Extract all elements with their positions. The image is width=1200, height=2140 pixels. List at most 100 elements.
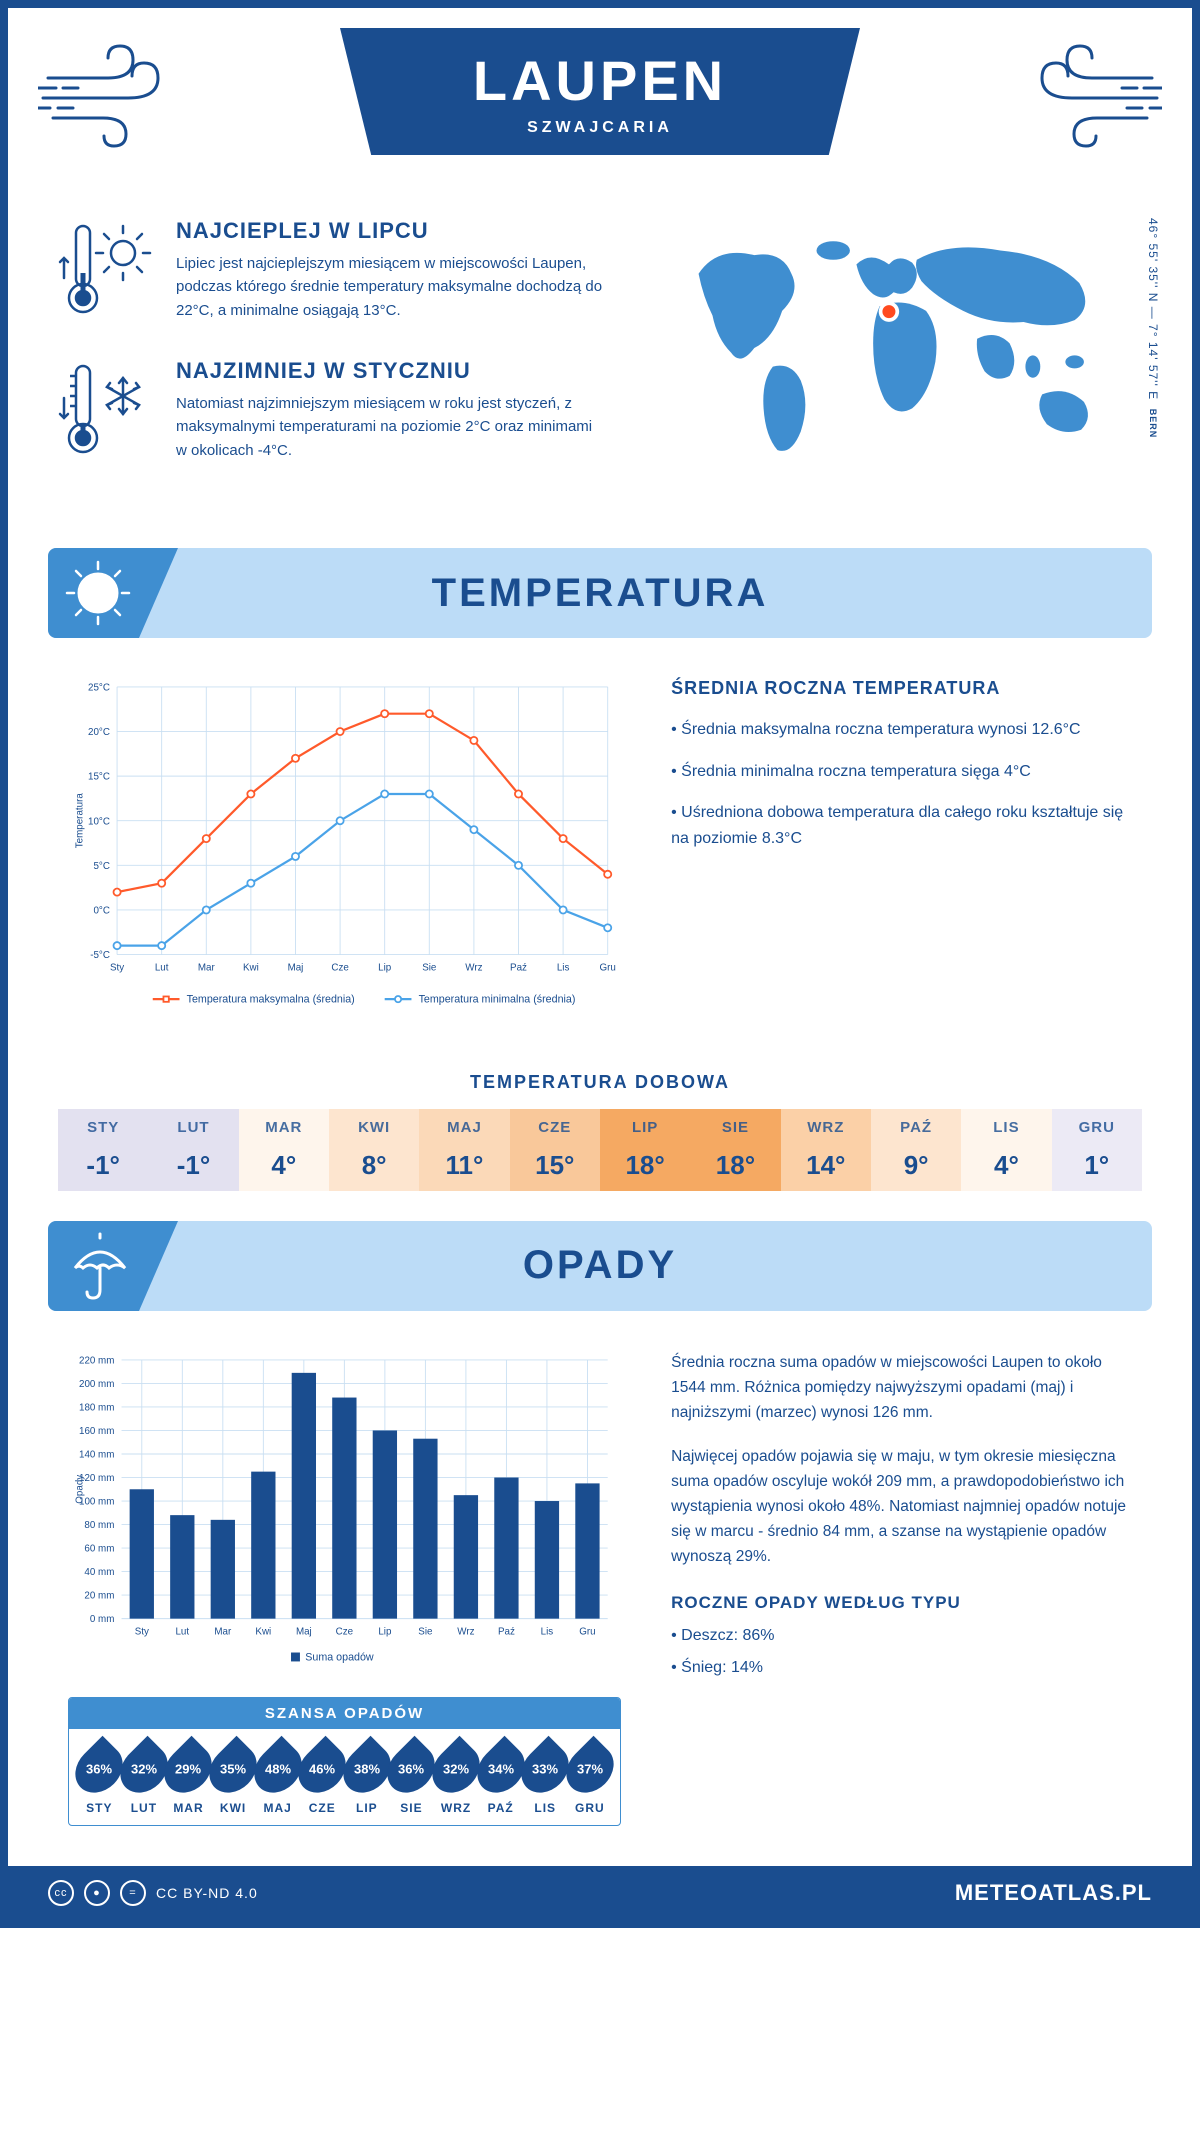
- chance-cell: 32%LUT: [122, 1743, 167, 1815]
- warmest-text: Lipiec jest najcieplejszym miesiącem w m…: [176, 252, 605, 322]
- header-banner: LAUPEN SZWAJCARIA: [340, 28, 860, 155]
- chance-cell: 33%LIS: [523, 1743, 568, 1815]
- svg-text:Mar: Mar: [198, 963, 216, 974]
- svg-text:Lut: Lut: [175, 1627, 189, 1638]
- temp-stat-3: • Uśredniona dobowa temperatura dla całe…: [671, 800, 1132, 851]
- svg-text:Gru: Gru: [600, 963, 616, 974]
- nd-icon: =: [120, 1880, 146, 1906]
- temp-stat-1: • Średnia maksymalna roczna temperatura …: [671, 717, 1132, 743]
- svg-text:Sie: Sie: [418, 1627, 433, 1638]
- precip-title: OPADY: [523, 1243, 677, 1288]
- svg-text:5°C: 5°C: [93, 861, 109, 872]
- chance-cell: 29%MAR: [166, 1743, 211, 1815]
- intro-section: NAJCIEPLEJ W LIPCU Lipiec jest najcieple…: [8, 188, 1192, 518]
- location-marker: [880, 303, 897, 320]
- svg-text:Lis: Lis: [557, 963, 570, 974]
- city-name: LAUPEN: [340, 48, 860, 113]
- thermometer-snow-icon: [58, 358, 158, 468]
- world-map: [645, 218, 1142, 478]
- precip-snow: • Śnieg: 14%: [671, 1655, 1132, 1681]
- chance-cell: 46%CZE: [300, 1743, 345, 1815]
- svg-text:Sie: Sie: [422, 963, 437, 974]
- svg-text:Kwi: Kwi: [243, 963, 259, 974]
- chance-cell: 37%GRU: [568, 1743, 613, 1815]
- svg-text:Cze: Cze: [331, 963, 349, 974]
- header: LAUPEN SZWAJCARIA: [8, 8, 1192, 188]
- precip-type-title: ROCZNE OPADY WEDŁUG TYPU: [671, 1593, 1132, 1613]
- chance-cell: 48%MAJ: [255, 1743, 300, 1815]
- svg-text:Suma opadów: Suma opadów: [305, 1652, 374, 1664]
- temperature-chart: -5°C 0°C 5°C 10°C 15°C 20°C 25°C Sty Lut Mar Kwi Ma…: [68, 678, 621, 1022]
- temp-stats-title: ŚREDNIA ROCZNA TEMPERATURA: [671, 678, 1132, 699]
- footer: cc ● = CC BY-ND 4.0 METEOATLAS.PL: [8, 1866, 1192, 1920]
- svg-text:60 mm: 60 mm: [84, 1544, 114, 1555]
- svg-text:Lis: Lis: [541, 1627, 554, 1638]
- chance-title: SZANSA OPADÓW: [69, 1698, 620, 1729]
- svg-text:Maj: Maj: [296, 1627, 312, 1638]
- temp-stat-2: • Średnia minimalna roczna temperatura s…: [671, 759, 1132, 785]
- temperature-title: TEMPERATURA: [432, 571, 769, 616]
- warmest-block: NAJCIEPLEJ W LIPCU Lipiec jest najcieple…: [58, 218, 605, 328]
- svg-text:40 mm: 40 mm: [84, 1567, 114, 1578]
- umbrella-icon: [63, 1228, 138, 1303]
- precip-chart: 0 mm20 mm40 mm60 mm80 mm100 mm120 mm140 …: [68, 1351, 621, 1672]
- chance-cell: 38%LIP: [345, 1743, 390, 1815]
- svg-text:20°C: 20°C: [88, 727, 110, 738]
- wind-icon-left: [38, 38, 188, 148]
- daily-cell: MAR4°: [239, 1109, 329, 1191]
- svg-text:Sty: Sty: [110, 963, 124, 974]
- svg-text:80 mm: 80 mm: [84, 1520, 114, 1531]
- svg-text:10°C: 10°C: [88, 816, 110, 827]
- svg-text:15°C: 15°C: [88, 772, 110, 783]
- daily-temp-table: STY-1°LUT-1°MAR4°KWI8°MAJ11°CZE15°LIP18°…: [58, 1109, 1142, 1191]
- daily-cell: MAJ11°: [419, 1109, 509, 1191]
- coldest-title: NAJZIMNIEJ W STYCZNIU: [176, 358, 605, 384]
- svg-text:Opady: Opady: [74, 1475, 85, 1504]
- daily-cell: SIE18°: [690, 1109, 780, 1191]
- svg-text:140 mm: 140 mm: [79, 1450, 114, 1461]
- svg-text:Wrz: Wrz: [465, 963, 482, 974]
- license: cc ● = CC BY-ND 4.0: [48, 1880, 258, 1906]
- precip-para-1: Średnia roczna suma opadów w miejscowośc…: [671, 1351, 1132, 1425]
- svg-text:Lip: Lip: [378, 1627, 392, 1638]
- coldest-text: Natomiast najzimniejszym miesiącem w rok…: [176, 392, 605, 462]
- svg-text:Lut: Lut: [155, 963, 169, 974]
- daily-cell: WRZ14°: [781, 1109, 871, 1191]
- by-icon: ●: [84, 1880, 110, 1906]
- temperature-section-header: TEMPERATURA: [48, 548, 1152, 638]
- precip-rain: • Deszcz: 86%: [671, 1623, 1132, 1649]
- daily-cell: CZE15°: [510, 1109, 600, 1191]
- svg-text:Maj: Maj: [288, 963, 304, 974]
- temperature-stats: ŚREDNIA ROCZNA TEMPERATURA • Średnia mak…: [671, 678, 1132, 1022]
- coldest-block: NAJZIMNIEJ W STYCZNIU Natomiast najzimni…: [58, 358, 605, 468]
- sun-icon: [63, 558, 133, 628]
- daily-temp-title: TEMPERATURA DOBOWA: [8, 1072, 1192, 1093]
- svg-text:-5°C: -5°C: [90, 950, 110, 961]
- svg-text:160 mm: 160 mm: [79, 1426, 114, 1437]
- wind-icon-right: [1012, 38, 1162, 148]
- svg-text:Sty: Sty: [135, 1627, 149, 1638]
- coordinates: 46° 55' 35'' N — 7° 14' 57'' E BERN: [1146, 218, 1160, 438]
- svg-text:Kwi: Kwi: [255, 1627, 271, 1638]
- svg-text:Wrz: Wrz: [457, 1627, 474, 1638]
- svg-text:Temperatura maksymalna (średni: Temperatura maksymalna (średnia): [187, 994, 355, 1006]
- svg-text:Temperatura: Temperatura: [74, 793, 85, 849]
- country-name: SZWAJCARIA: [340, 119, 860, 137]
- daily-cell: LUT-1°: [148, 1109, 238, 1191]
- svg-text:180 mm: 180 mm: [79, 1403, 114, 1414]
- svg-text:Lip: Lip: [378, 963, 392, 974]
- svg-text:25°C: 25°C: [88, 682, 110, 693]
- site-name: METEOATLAS.PL: [955, 1880, 1152, 1906]
- svg-text:0°C: 0°C: [93, 906, 109, 917]
- thermometer-sun-icon: [58, 218, 158, 328]
- svg-text:0 mm: 0 mm: [90, 1614, 115, 1625]
- svg-text:Cze: Cze: [336, 1627, 354, 1638]
- svg-text:Paź: Paź: [510, 963, 527, 974]
- warmest-title: NAJCIEPLEJ W LIPCU: [176, 218, 605, 244]
- daily-cell: STY-1°: [58, 1109, 148, 1191]
- chance-cell: 34%PAŹ: [478, 1743, 523, 1815]
- daily-cell: GRU1°: [1052, 1109, 1142, 1191]
- daily-cell: LIS4°: [961, 1109, 1051, 1191]
- daily-cell: PAŹ9°: [871, 1109, 961, 1191]
- svg-text:Mar: Mar: [214, 1627, 232, 1638]
